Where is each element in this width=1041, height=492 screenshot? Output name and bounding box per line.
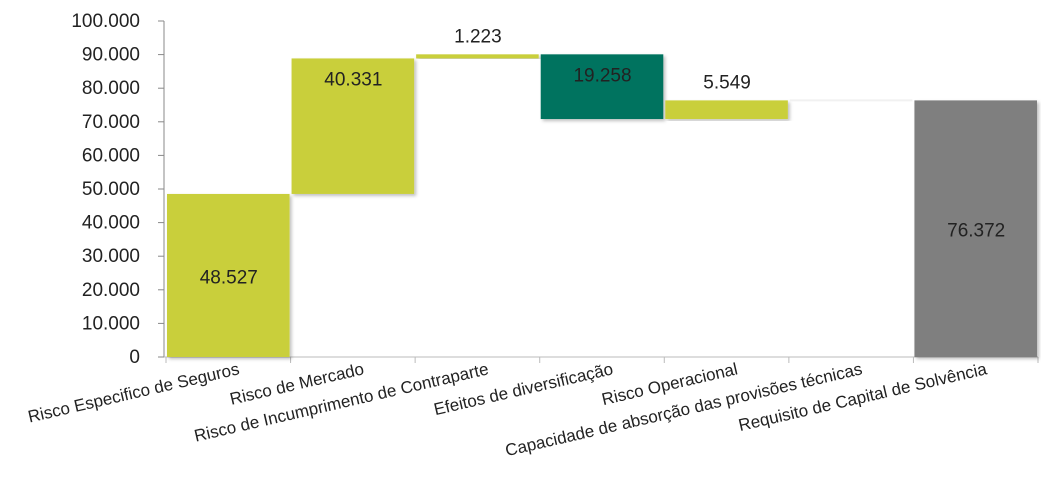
y-tick-label: 20.000 bbox=[82, 280, 140, 301]
bar bbox=[291, 58, 415, 194]
y-tick-label: 30.000 bbox=[82, 246, 140, 267]
bar bbox=[665, 100, 788, 120]
y-tick-label: 50.000 bbox=[82, 179, 140, 200]
data-label: 76.372 bbox=[947, 221, 1005, 242]
data-label: 5.549 bbox=[703, 72, 751, 93]
data-labels: 48.527 40.331 1.223 19.258 5.549 76.372 bbox=[200, 26, 1006, 288]
bar bbox=[167, 193, 290, 357]
data-label: 40.331 bbox=[324, 69, 382, 90]
data-label: 19.258 bbox=[573, 65, 631, 86]
y-tick-label: 0 bbox=[129, 347, 140, 368]
y-tick-label: 40.000 bbox=[82, 213, 140, 234]
y-tick-label: 10.000 bbox=[82, 313, 140, 334]
bar bbox=[540, 54, 664, 120]
bar bbox=[914, 100, 1037, 358]
bar bbox=[416, 54, 539, 59]
category-label: Risco Especifico de Seguros bbox=[26, 359, 241, 426]
data-label: 1.223 bbox=[454, 26, 502, 47]
y-axis: 0 10.000 20.000 30.000 40.000 50.000 60.000 70.… bbox=[71, 11, 1039, 368]
data-label: 48.527 bbox=[200, 267, 258, 288]
y-tick-label: 90.000 bbox=[82, 45, 140, 66]
bar bbox=[789, 99, 913, 102]
y-tick-label: 70.000 bbox=[82, 112, 140, 133]
bars bbox=[167, 54, 1037, 358]
y-tick-label: 100.000 bbox=[71, 11, 140, 32]
y-tick-label: 80.000 bbox=[82, 78, 140, 99]
y-tick-label: 60.000 bbox=[82, 145, 140, 166]
